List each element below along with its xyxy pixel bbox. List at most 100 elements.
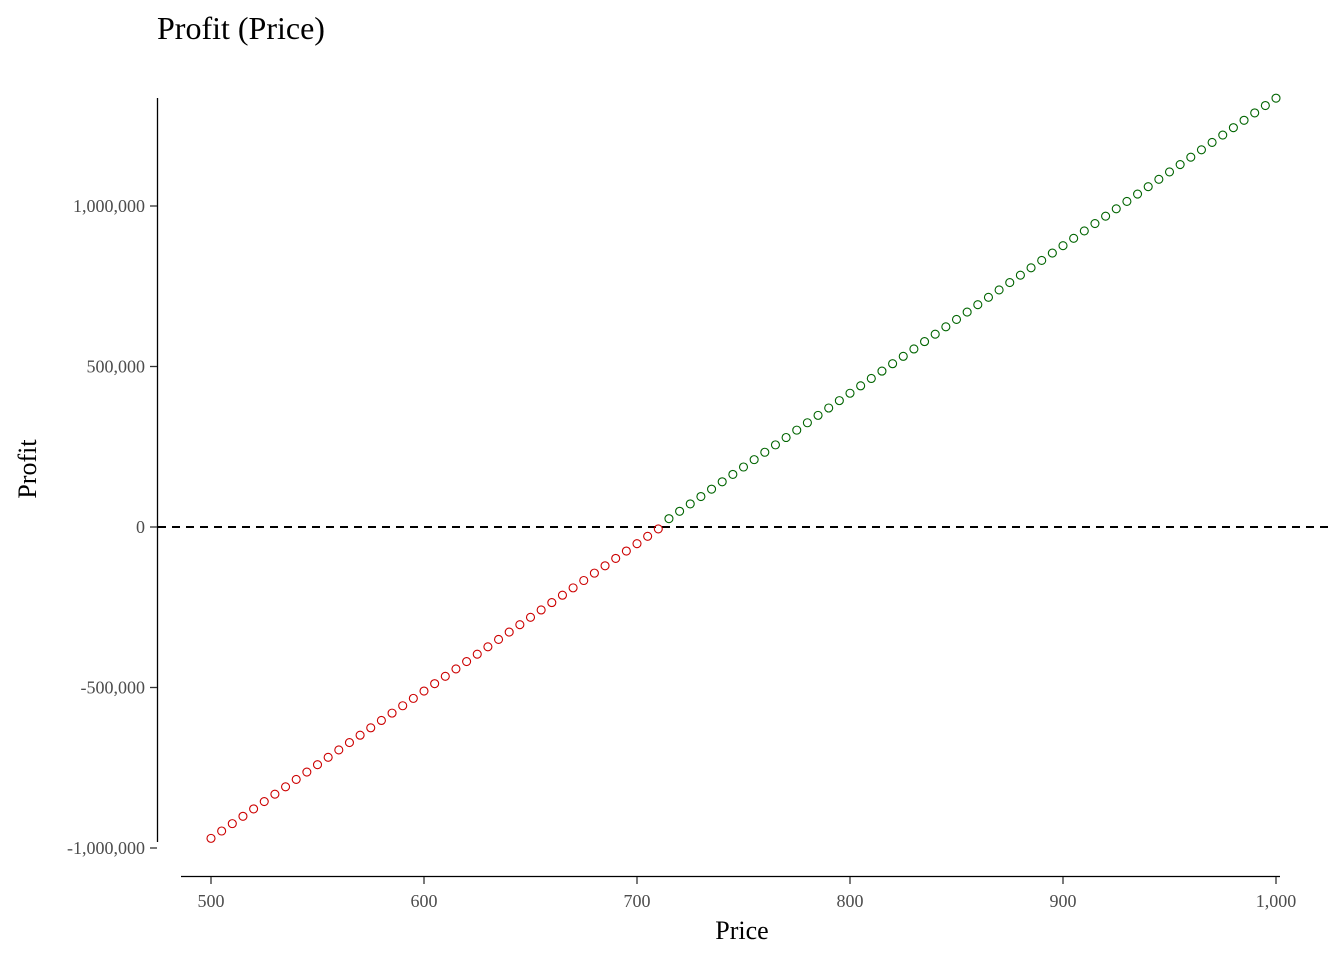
y-tick-label: 0 [136,517,145,537]
y-tick-label: -500,000 [81,678,146,698]
loss-data-point [376,715,386,726]
loss-data-point [579,575,589,586]
loss-data-point [483,642,493,652]
loss-data-point [451,664,461,674]
y-axis-ticks: -1,000,000 -500,000 0 500,000 1,000,000 [67,196,157,858]
loss-data-point [643,531,653,541]
profit-data-point [1090,219,1100,229]
loss-data-point [504,627,514,637]
profit-data-point [1101,211,1111,221]
loss-data-point [249,804,259,814]
loss-data-point [366,723,376,733]
profit-data-point [1026,263,1036,273]
profit-data-point [717,477,727,487]
profit-data-point [898,351,908,361]
loss-data-point [355,730,365,740]
loss-data-point [259,796,269,807]
x-tick-label: 500 [198,891,225,911]
profit-data-point [738,462,749,472]
loss-data-point [291,774,301,784]
profit-data-point [781,432,791,443]
profit-data-point [1228,123,1238,133]
loss-data-point [227,819,237,829]
loss-data-point [344,738,355,748]
profit-data-point [1164,167,1175,177]
profit-data-point [1133,189,1143,199]
profit-data-point [1079,226,1089,236]
y-axis-title: Profit [13,439,42,499]
profit-data-point [728,469,738,479]
profit-data-point [983,292,994,302]
profit-data-point [941,322,951,332]
profit-data-point [1207,137,1217,147]
profit-data-point [930,329,940,339]
profit-data-point [792,425,802,435]
profit-data-point [1069,233,1079,243]
profit-data-point [834,396,844,406]
loss-data-point [387,708,397,718]
loss-data-point [217,826,227,836]
loss-data-point [515,620,525,630]
loss-data-point [238,811,248,821]
profit-data-point [877,366,887,376]
profit-data-point [760,447,770,457]
loss-data-point [589,568,599,578]
loss-data-point [430,679,440,689]
loss-data-point [557,590,568,600]
x-tick-label: 700 [624,891,651,911]
profit-data-point [1271,93,1281,103]
profit-data-point [1047,248,1057,258]
profit-data-point [951,314,962,325]
chart-title: Profit (Price) [157,10,325,46]
profit-data-point [919,337,930,347]
y-tick-label: 1,000,000 [73,196,145,216]
y-tick-label: -1,000,000 [67,838,145,858]
profit-data-point [1218,130,1228,140]
profit-data-point [866,373,876,384]
profit-data-point [696,491,706,502]
loss-data-point [611,553,621,563]
profit-data-point [1250,108,1260,118]
profit-data-point [1005,278,1015,288]
x-tick-label: 800 [837,891,864,911]
loss-data-point [568,583,578,593]
profit-data-point [962,307,972,317]
profit-data-point [973,300,983,310]
loss-data-point [632,539,642,549]
loss-data-point [334,745,344,755]
x-axis-ticks: 500 600 700 800 900 1,000 [198,877,1297,911]
profit-data-point [706,484,717,494]
loss-data-point [472,649,482,659]
profit-data-point [802,418,812,428]
profit-data-point [1154,174,1164,184]
profit-data-point [845,388,855,398]
loss-data-point [408,693,418,703]
profit-data-point [1058,241,1068,251]
profit-data-point [1037,255,1047,265]
loss-data-point [525,612,536,622]
x-tick-label: 1,000 [1256,891,1297,911]
profit-data-point [1015,270,1025,280]
profit-data-point [1239,115,1249,125]
profit-data-point [770,440,781,450]
loss-data-point [323,752,333,762]
profit-data-point [1175,159,1185,170]
profit-data-point [685,499,695,509]
profit-data-point [1111,204,1121,214]
profit-data-point [888,359,898,369]
loss-data-point [312,760,323,770]
x-tick-label: 600 [411,891,438,911]
profit-data-point [1122,196,1132,206]
loss-data-point [600,561,610,571]
profit-data-point [856,381,866,391]
profit-data-point [664,514,674,524]
profit-data-point [909,344,919,354]
profit-data-point [994,285,1004,295]
profit-data-point [813,410,823,420]
profit-data-point [1260,100,1270,111]
profit-data-point [1196,145,1206,155]
loss-data-point [302,767,312,777]
loss-data-point [653,524,663,534]
loss-data-point [621,546,631,556]
